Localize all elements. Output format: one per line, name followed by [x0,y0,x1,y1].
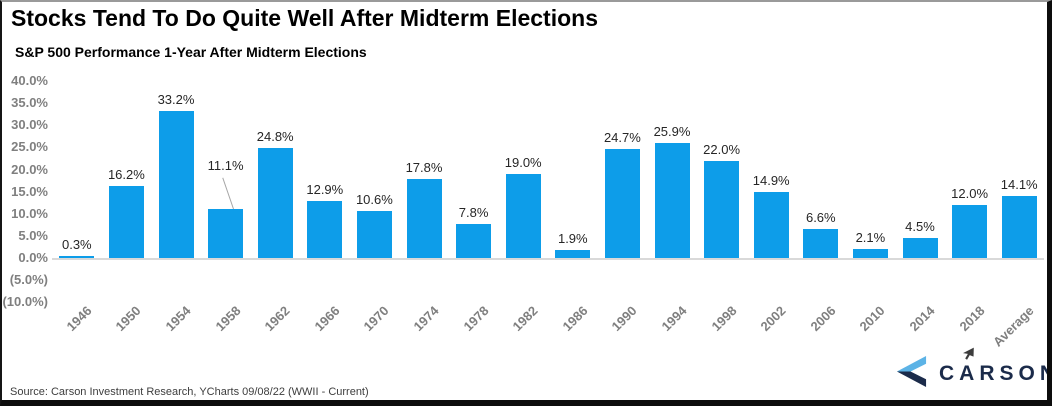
y-tick-label: 30.0% [11,117,48,133]
bar-2010 [852,248,888,258]
bar-1966 [307,200,343,258]
bar-1962 [257,148,293,258]
bar-value-label: 14.1% [1000,176,1038,192]
bar-value-label: 33.2% [157,92,195,108]
bar-1982 [505,173,541,258]
callout-line [221,177,234,210]
y-tick-label: 5.0% [18,227,48,243]
bar-1978 [456,223,492,258]
y-tick-label: 40.0% [11,73,48,88]
y-tick-label: 0.0% [18,250,48,265]
bar-2014 [902,238,938,258]
bar-value-label: 0.3% [61,237,92,252]
carson-wordmark: CARSON [939,362,1052,385]
carson-chevron-icon [895,353,928,395]
y-tick-label: 15.0% [11,183,48,199]
bar-1970 [356,211,392,258]
mouse-cursor-icon [962,347,975,360]
bar-value-label: 10.6% [355,192,393,208]
y-tick-label: 10.0% [11,205,48,221]
chart-subtitle: S&P 500 Performance 1-Year After Midterm… [15,44,367,60]
bar-value-label: 2.1% [855,229,886,245]
bar-1958 [208,208,244,258]
y-tick-label: 35.0% [11,95,48,111]
bar-value-label: 1.9% [557,230,588,246]
bar-1954 [158,111,194,258]
bar-value-label: 12.0% [951,185,989,201]
bar-value-label: 17.8% [405,160,443,176]
bar-2002 [753,192,789,258]
source-note: Source: Carson Investment Research, YCha… [10,386,369,398]
carson-logo: CARSON [895,353,1052,395]
bar-value-label: 14.9% [752,173,790,189]
bar-value-label: 24.8% [256,129,294,145]
bar-1946 [59,256,95,258]
plot-area: 0.3% 16.2% 33.2% 11.1% 24.8% 12.9% 10.6% 17.8% 7… [52,81,1044,260]
bar-value-label: 25.9% [653,124,691,140]
bar-1994 [654,143,690,258]
bar-2006 [803,228,839,258]
y-tick-label: (5.0%) [9,272,48,288]
bar-2018 [952,204,988,258]
bar-average [1001,195,1037,258]
chart-title: Stocks Tend To Do Quite Well After Midte… [11,5,598,31]
bar-value-label: 4.5% [905,219,935,235]
y-tick-label: 20.0% [11,161,48,177]
bar-value-label: 12.9% [306,181,344,197]
bar-value-label: 22.0% [703,141,741,157]
bar-value-label: 11.1% [207,157,244,173]
bar-1990 [604,148,640,258]
bar-value-label: 6.6% [805,209,836,225]
bar-value-label: 16.2% [107,167,145,183]
bar-1950 [108,186,144,258]
bar-1974 [406,179,442,258]
bar-value-label: 7.8% [458,204,489,220]
bar-value-label: 19.0% [504,154,542,170]
y-tick-label: (10.0%) [2,294,48,310]
bar-1998 [704,160,740,258]
bar-1986 [555,249,591,258]
y-tick-label: 25.0% [11,139,48,155]
bar-value-label: 24.7% [603,129,641,145]
